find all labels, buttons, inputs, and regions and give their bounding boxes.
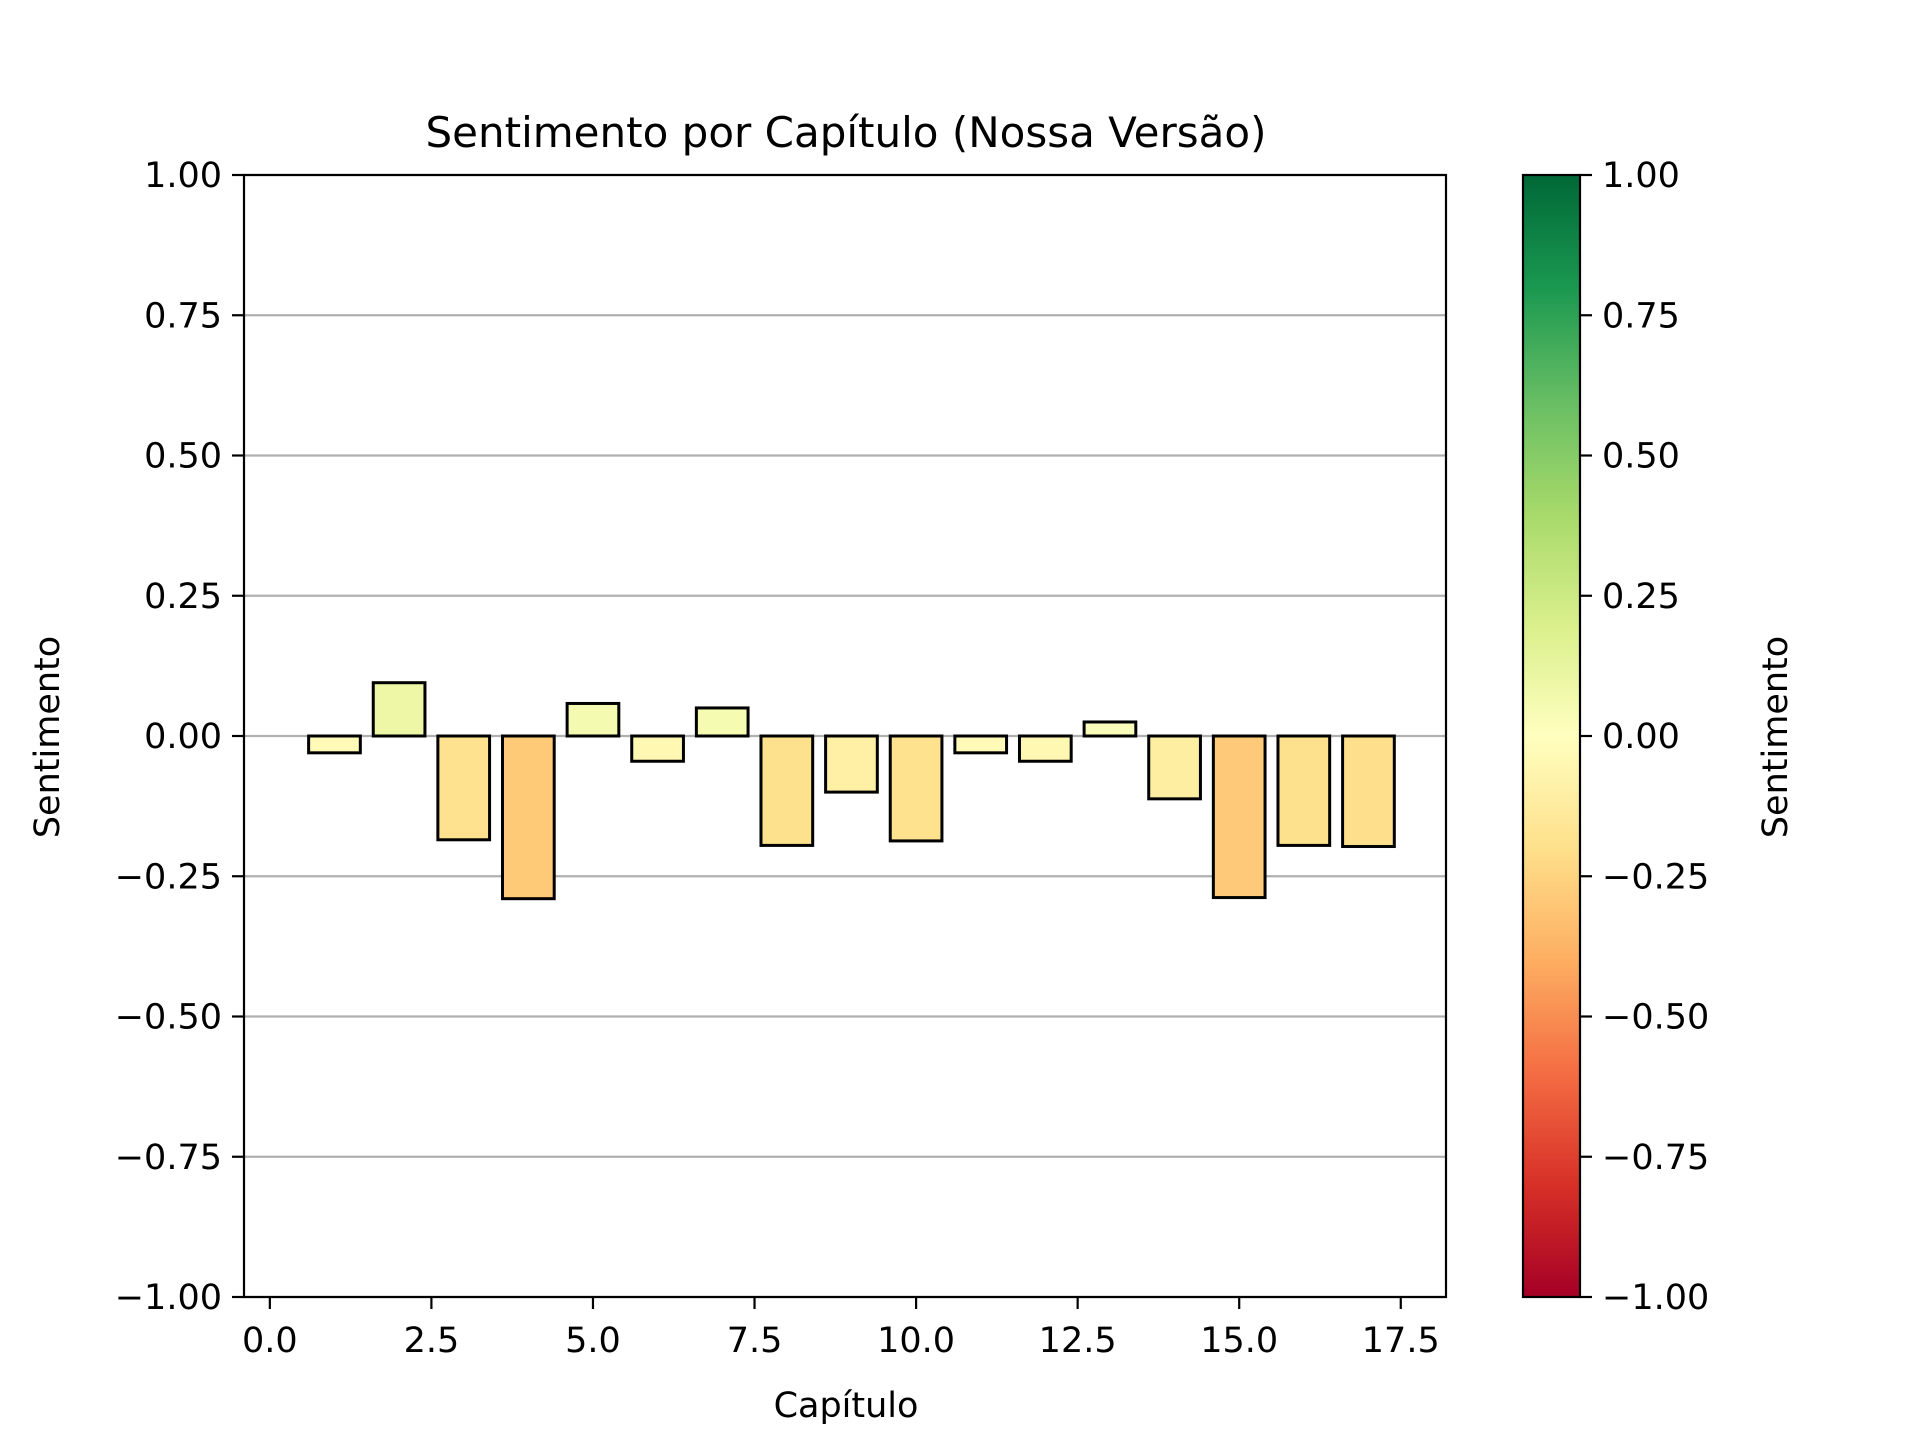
bar-chapter-14 <box>1147 734 1202 801</box>
colorbar-tick-label: 0.00 <box>1602 717 1680 757</box>
plot-area: 1.00 0.75 0.50 0.25 0.00 −0.25 −0.50 −0.75 −1.00… <box>115 156 1448 1361</box>
x-tick-label: 17.5 <box>1362 1321 1440 1361</box>
bar-chapter-11 <box>953 734 1009 755</box>
colorbar-label: Sentimento <box>1756 636 1796 838</box>
colorbar-tick-label: 0.75 <box>1602 296 1680 336</box>
bar-chapter-7 <box>694 706 750 738</box>
y-axis-label: Sentimento <box>28 636 68 838</box>
bar-chapter-16 <box>1276 734 1332 847</box>
bar-chapter-6 <box>630 734 685 763</box>
y-tick-label: 0.50 <box>144 437 222 477</box>
colorbar: 1.00 0.75 0.50 0.25 0.00 −0.25 −0.50 −0.75 −1.00 <box>1521 156 1709 1318</box>
bar-chapter-3 <box>436 734 492 842</box>
colorbar-tick-label: 0.50 <box>1602 437 1680 477</box>
y-tick-label: 0.25 <box>144 577 222 617</box>
x-axis-label: Capítulo <box>774 1386 919 1426</box>
bar-chapter-9 <box>824 734 879 794</box>
bar-chapter-2 <box>371 681 427 738</box>
bar-chapter-4 <box>500 734 556 901</box>
colorbar-tick-label: −0.75 <box>1602 1138 1709 1178</box>
x-tick-label: 10.0 <box>877 1321 955 1361</box>
colorbar-tick-label: −1.00 <box>1602 1278 1709 1318</box>
colorbar-tick-label: −0.25 <box>1602 857 1709 897</box>
bar-chapter-12 <box>1017 734 1073 763</box>
bar-chapter-5 <box>565 701 621 738</box>
bar-chapter-8 <box>759 734 815 847</box>
y-tick-label: 0.00 <box>144 717 222 757</box>
y-tick-label: −0.75 <box>115 1138 222 1178</box>
colorbar-tick-label: −0.50 <box>1602 998 1709 1038</box>
x-tick-label: 0.0 <box>242 1321 298 1361</box>
bar-chapter-17 <box>1341 734 1396 849</box>
x-tick-label: 15.0 <box>1200 1321 1278 1361</box>
y-tick-label: −0.50 <box>115 998 222 1038</box>
bar-chapter-15 <box>1211 734 1267 900</box>
x-tick-label: 2.5 <box>404 1321 460 1361</box>
x-tick-label: 5.0 <box>565 1321 621 1361</box>
x-tick-label: 12.5 <box>1039 1321 1117 1361</box>
x-tick-label: 7.5 <box>727 1321 783 1361</box>
y-tick-label: 1.00 <box>144 156 222 196</box>
colorbar-tick-label: 0.25 <box>1602 577 1680 617</box>
y-tick-label: −0.25 <box>115 857 222 897</box>
bar-chapter-1 <box>307 734 362 755</box>
colorbar-tick-label: 1.00 <box>1602 156 1680 196</box>
y-tick-label: 0.75 <box>144 296 222 336</box>
y-tick-label: −1.00 <box>115 1278 222 1318</box>
chart-title: Sentimento por Capítulo (Nossa Versão) <box>426 108 1267 157</box>
bar-chapter-10 <box>888 734 944 843</box>
colorbar-gradient <box>1521 173 1582 1299</box>
bar-chapter-13 <box>1082 720 1138 738</box>
